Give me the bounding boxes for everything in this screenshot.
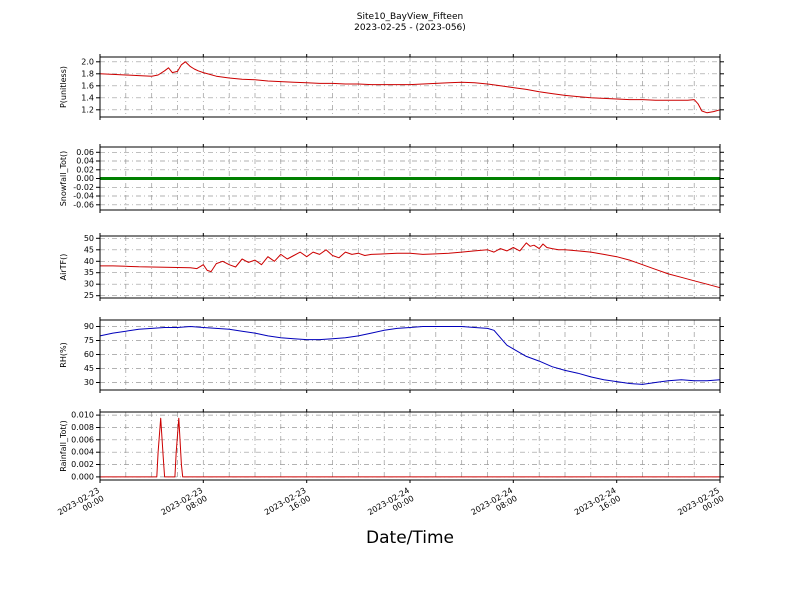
svg-text:1.4: 1.4 bbox=[81, 93, 94, 102]
svg-text:30: 30 bbox=[84, 378, 94, 387]
svg-text:0.008: 0.008 bbox=[71, 423, 94, 432]
svg-text:-0.04: -0.04 bbox=[73, 192, 94, 201]
svg-text:50: 50 bbox=[84, 234, 94, 243]
svg-text:2023-02-2316:00: 2023-02-2316:00 bbox=[263, 486, 312, 525]
svg-text:45: 45 bbox=[84, 364, 94, 373]
svg-text:2023-02-2400:00: 2023-02-2400:00 bbox=[366, 486, 415, 525]
svg-text:RH(%): RH(%) bbox=[59, 342, 68, 367]
svg-text:0.00: 0.00 bbox=[76, 174, 94, 183]
svg-text:2023-02-2300:00: 2023-02-2300:00 bbox=[56, 486, 105, 525]
svg-text:0.004: 0.004 bbox=[71, 448, 94, 457]
svg-text:-0.06: -0.06 bbox=[73, 200, 94, 209]
svg-text:1.6: 1.6 bbox=[81, 81, 94, 90]
svg-text:1.8: 1.8 bbox=[81, 69, 94, 78]
svg-text:45: 45 bbox=[84, 245, 94, 254]
svg-text:0.002: 0.002 bbox=[71, 460, 94, 469]
svg-text:AirTF(): AirTF() bbox=[59, 254, 68, 281]
svg-text:2023-02-2416:00: 2023-02-2416:00 bbox=[573, 486, 622, 525]
svg-text:40: 40 bbox=[84, 257, 94, 266]
x-axis-label: Date/Time bbox=[366, 528, 454, 548]
svg-text:0.000: 0.000 bbox=[71, 472, 94, 481]
svg-text:Snowfall_Tot(): Snowfall_Tot() bbox=[59, 151, 68, 207]
svg-text:2023-02-2500:00: 2023-02-2500:00 bbox=[676, 486, 725, 525]
svg-text:90: 90 bbox=[84, 322, 94, 331]
svg-text:35: 35 bbox=[84, 268, 94, 277]
svg-text:0.04: 0.04 bbox=[76, 157, 94, 166]
svg-text:0.02: 0.02 bbox=[76, 165, 94, 174]
chart-title-line2: 2023-02-25 - (2023-056) bbox=[354, 23, 466, 33]
chart-title-line1: Site10_BayView_Fifteen bbox=[356, 12, 464, 22]
svg-text:75: 75 bbox=[84, 336, 94, 345]
svg-text:0.006: 0.006 bbox=[71, 435, 94, 444]
svg-text:Rainfall_Tot(): Rainfall_Tot() bbox=[59, 420, 68, 472]
svg-text:0.06: 0.06 bbox=[76, 148, 94, 157]
svg-text:2023-02-2408:00: 2023-02-2408:00 bbox=[470, 486, 519, 525]
svg-text:30: 30 bbox=[84, 280, 94, 289]
svg-text:2023-02-2308:00: 2023-02-2308:00 bbox=[160, 486, 209, 525]
svg-text:25: 25 bbox=[84, 291, 94, 300]
svg-text:P(unitless): P(unitless) bbox=[59, 66, 68, 108]
svg-text:60: 60 bbox=[84, 350, 94, 359]
svg-text:0.010: 0.010 bbox=[71, 411, 94, 420]
svg-text:-0.02: -0.02 bbox=[73, 183, 94, 192]
svg-text:1.2: 1.2 bbox=[81, 105, 94, 114]
svg-text:2.0: 2.0 bbox=[81, 57, 94, 66]
